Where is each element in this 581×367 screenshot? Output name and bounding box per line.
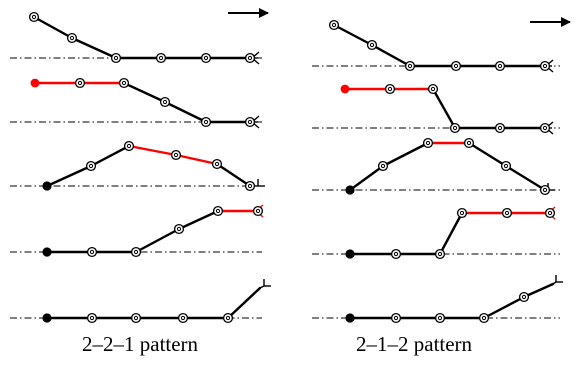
left-row-2-node-5-inner (203, 119, 209, 125)
left-row-1-node-3-inner (113, 55, 119, 61)
right-row-2-start-red-dot-icon (340, 84, 350, 94)
right-row-2-node-4-inner (452, 125, 458, 131)
nodes (28, 11, 556, 324)
segments (32, 15, 555, 320)
right-row-1-node-2-inner (369, 42, 375, 48)
left-row-3-start-filled-dot-icon (42, 181, 52, 191)
right-row-5-fork-stem (552, 281, 557, 285)
left-row-4-segment-4 (177, 209, 220, 231)
right-row-4-node-3-inner (437, 251, 443, 257)
right-row-1-node-5-inner (497, 63, 503, 69)
right-row-5-node-4-inner (481, 315, 487, 321)
right-row-4-start-filled-dot-icon (345, 249, 355, 259)
left-row-2-segment-3 (122, 81, 167, 104)
right-row-4-segment-3 (438, 211, 464, 256)
right-row-5-segment-4 (482, 295, 526, 320)
left-row-2-node-2-inner (77, 80, 83, 86)
left-row-3-node-5-inner (214, 161, 220, 167)
left-row-1-node-4-inner (158, 55, 164, 61)
right-row-3-segment-5 (504, 164, 547, 192)
right-row-4-node-6-inner (547, 210, 553, 216)
left-row-1-segment-2 (70, 36, 118, 60)
right-row-1-node-3-inner (407, 63, 413, 69)
left-row-3-segment-5 (215, 162, 252, 188)
right-row-4-node-4-inner (459, 210, 465, 216)
left-row-4-segment-3 (134, 227, 181, 254)
left-row-5-fork-stem (259, 285, 265, 289)
left-row-5-segment-5 (226, 286, 262, 320)
right-row-5-start-filled-dot-icon (345, 313, 355, 323)
left-row-2-node-6-inner (247, 119, 253, 125)
left-row-2-start-red-dot-icon (30, 78, 40, 88)
caption-right-pattern: 2–1–2 pattern (356, 332, 473, 356)
left-row-5-node-3-inner (133, 315, 139, 321)
left-row-2-segment-4 (163, 100, 208, 124)
left-row-4-node-3-inner (133, 249, 139, 255)
left-row-2-node-4-inner (162, 99, 168, 105)
fork-ends (250, 51, 563, 289)
left-row-3-node-4-inner (173, 152, 179, 158)
left-row-4-node-4-inner (176, 226, 182, 232)
right-row-5-node-2-inner (393, 315, 399, 321)
baselines (10, 57, 560, 319)
right-row-1-node-6-inner (542, 63, 548, 69)
right-row-1-node-4-inner (453, 63, 459, 69)
left-row-2-node-3-inner (121, 80, 127, 86)
left-row-5-node-2-inner (89, 315, 95, 321)
left-row-3-node-2-inner (88, 163, 94, 169)
right-row-5-node-3-inner (437, 315, 443, 321)
left-row-4-node-6-inner (255, 208, 261, 214)
left-row-5-node-5-inner (225, 315, 231, 321)
right-row-5-segment-5 (522, 282, 555, 299)
left-row-3-segment-3 (127, 144, 178, 157)
left-row-1-node-2-inner (69, 35, 75, 41)
right-row-3-node-2-inner (380, 163, 386, 169)
left-row-4-node-2-inner (89, 249, 95, 255)
left-row-3-node-3-inner (126, 143, 132, 149)
right-row-5-node-5-inner (521, 294, 527, 300)
right-row-2-segment-3 (431, 87, 457, 130)
left-row-3-segment-2 (89, 144, 131, 168)
left-row-3-segment-4 (174, 153, 219, 166)
direction-arrows (228, 8, 571, 27)
right-row-4-node-5-inner (504, 210, 510, 216)
right-row-3-segment-1 (348, 164, 385, 192)
right-row-3-node-4-inner (466, 140, 472, 146)
left-row-1-node-1-inner (31, 14, 37, 20)
left-row-1-node-5-inner (203, 55, 209, 61)
right-row-4-node-2-inner (393, 251, 399, 257)
right-row-3-node-5-inner (503, 163, 509, 169)
right-row-3-start-filled-dot-icon (345, 185, 355, 195)
right-row-1-segment-1 (332, 23, 374, 47)
left-row-1-node-6-inner (247, 55, 253, 61)
right-row-1-segment-2 (370, 43, 412, 68)
right-row-2-node-5-inner (497, 125, 503, 131)
left-row-1-segment-1 (32, 15, 74, 40)
right-row-1-node-1-inner (331, 22, 337, 28)
left-row-3-segment-1 (45, 164, 93, 188)
right-row-3-segment-4 (467, 141, 508, 168)
right-row-2-node-2-inner (387, 86, 393, 92)
left-row-4-start-filled-dot-icon (42, 247, 52, 257)
left-row-4-node-5-inner (215, 208, 221, 214)
left-row-5-node-4-inner (180, 315, 186, 321)
right-row-2-node-3-inner (430, 86, 436, 92)
right-row-3-segment-2 (381, 141, 430, 168)
right-row-3-node-6-inner (542, 187, 548, 193)
right-row-3-node-3-inner (425, 140, 431, 146)
left-row-5-start-filled-dot-icon (42, 313, 52, 323)
right-row-2-node-6-inner (542, 125, 548, 131)
caption-left-pattern: 2–2–1 pattern (82, 332, 199, 356)
left-row-3-node-6-inner (247, 183, 253, 189)
